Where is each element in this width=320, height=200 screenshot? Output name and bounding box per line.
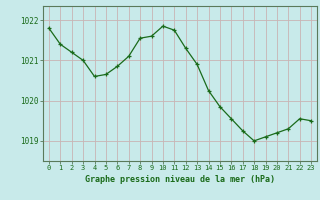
- X-axis label: Graphe pression niveau de la mer (hPa): Graphe pression niveau de la mer (hPa): [85, 175, 275, 184]
